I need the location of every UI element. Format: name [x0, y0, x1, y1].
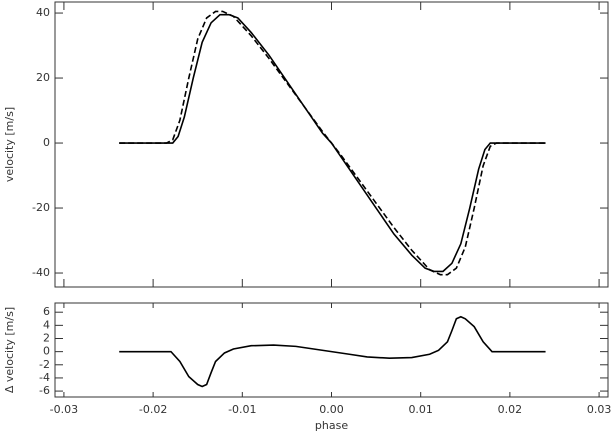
y-tick-label: 6: [43, 305, 50, 318]
x-tick-label: -0.01: [228, 403, 256, 416]
y-tick-label: 0: [43, 136, 50, 149]
plot-frame: [54, 302, 609, 398]
x-tick-label: 0.01: [408, 403, 433, 416]
y-tick-label: 2: [43, 331, 50, 344]
y-tick-label: -20: [32, 201, 50, 214]
y-tick-label: 40: [36, 6, 50, 19]
y-tick-label: -2: [39, 358, 50, 371]
y-tick-label: 4: [43, 318, 50, 331]
x-tick-label: 0.02: [498, 403, 523, 416]
series-line: [119, 10, 546, 276]
y-axis-title: Δ velocity [m/s]: [3, 307, 16, 393]
y-tick-label: -4: [39, 371, 50, 384]
y-tick-label: -6: [39, 384, 50, 397]
y-tick-label: -40: [32, 266, 50, 279]
y-axis-title: velocity [m/s]: [3, 107, 16, 182]
series-line: [119, 315, 546, 388]
x-tick-label: 0.00: [319, 403, 344, 416]
x-tick-label: -0.03: [50, 403, 78, 416]
x-tick-label: 0.03: [587, 403, 612, 416]
y-tick-label: 0: [43, 345, 50, 358]
x-axis-title: phase: [315, 419, 348, 432]
x-tick-label: -0.02: [139, 403, 167, 416]
plot-frame: [54, 1, 609, 288]
y-tick-label: 20: [36, 71, 50, 84]
